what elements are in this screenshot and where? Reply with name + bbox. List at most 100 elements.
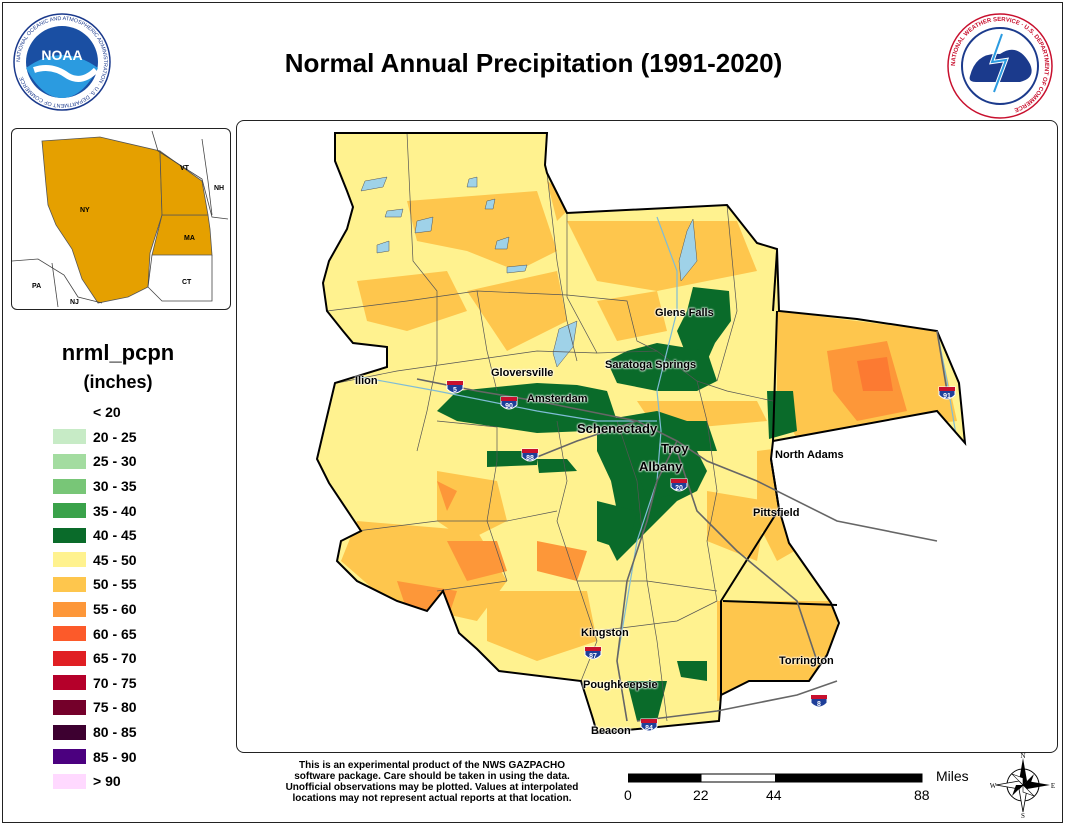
legend-label: 30 - 35 (93, 478, 137, 495)
legend-label: 55 - 60 (93, 601, 137, 618)
inset-label-pa: PA (32, 283, 42, 290)
legend-label: 50 - 55 (93, 576, 137, 593)
legend-title: nrml_pcpn (61, 340, 175, 365)
scale-tick-0: 0 (624, 787, 632, 803)
legend-item: 45 - 50 (53, 548, 137, 573)
shield-label: 90 (505, 403, 513, 410)
legend-swatch (53, 552, 86, 568)
disclaimer: This is an experimental product of the N… (262, 760, 602, 804)
disclaimer-line-4: locations may not represent actual repor… (292, 793, 572, 804)
legend-item: 85 - 90 (53, 744, 137, 769)
legend-item: 35 - 40 (53, 498, 137, 523)
city-label-albany: Albany (639, 459, 683, 474)
shield-label: 8 (817, 701, 821, 708)
legend-swatch (53, 699, 86, 715)
legend-item: 70 - 75 (53, 671, 137, 696)
city-label-pittsfield: Pittsfield (753, 507, 800, 519)
legend-item: 80 - 85 (53, 720, 137, 745)
city-label-north-adams: North Adams (775, 449, 844, 461)
city-label-ilion: Ilion (355, 375, 378, 387)
interstate-roads (416, 330, 948, 722)
interstate-shield-91: 91 (938, 386, 956, 400)
interstate-shield-88: 88 (521, 448, 539, 462)
legend-swatch (53, 453, 86, 469)
city-label-gloversville: Gloversville (491, 367, 554, 379)
legend-swatch (53, 429, 86, 445)
city-label-troy: Troy (661, 441, 689, 456)
shield-label: 5 (453, 387, 457, 394)
shield-label: 84 (645, 725, 653, 732)
shield-label: 91 (943, 393, 951, 400)
inset-label-ma: MA (184, 235, 195, 242)
city-label-torrington: Torrington (779, 655, 834, 667)
interstate-shield-90: 90 (500, 396, 518, 410)
compass-e: E (1051, 782, 1055, 790)
inset-ma-shape (151, 214, 213, 256)
legend-item: 30 - 35 (53, 474, 137, 499)
legend-item: 50 - 55 (53, 572, 137, 597)
compass-n: N (1020, 752, 1025, 760)
compass-w: W (990, 782, 997, 790)
disclaimer-line-3: Unofficial observations may be plotted. … (285, 782, 579, 793)
city-label-glens-falls: Glens Falls (655, 307, 714, 319)
legend-label: 70 - 75 (93, 674, 137, 691)
map-title: Normal Annual Precipitation (1991-2020) (284, 48, 783, 78)
legend-label: > 90 (93, 773, 121, 790)
legend-item: 55 - 60 (53, 597, 137, 622)
city-label-saratoga-springs: Saratoga Springs (605, 359, 697, 371)
noaa-logo: NOAA NATIONAL OCEANIC AND ATMOSPHERIC AD… (12, 12, 112, 112)
legend-item: < 20 (53, 400, 137, 425)
legend-label: 35 - 40 (93, 502, 137, 519)
scale-tick-88: 88 (914, 787, 930, 803)
legend-item: > 90 (53, 769, 137, 794)
noaa-logo-text: NOAA (41, 47, 82, 63)
inset-label-ny: NY (80, 207, 90, 214)
interstate-shield-20: 20 (670, 478, 688, 492)
shield-label: 88 (526, 455, 534, 462)
legend-item: 25 - 30 (53, 449, 137, 474)
scale-tick-22: 22 (693, 787, 709, 803)
legend-label: 80 - 85 (93, 724, 137, 741)
legend-swatch (53, 404, 86, 420)
legend-item: 40 - 45 (53, 523, 137, 548)
interstate-shield-84: 84 (640, 718, 658, 732)
legend-swatch (53, 724, 86, 740)
legend-item: 60 - 65 (53, 621, 137, 646)
city-label-schenectady: Schenectady (577, 421, 658, 436)
disclaimer-line-2: software package. Care should be taken i… (294, 771, 570, 782)
compass-rose-icon: N S W E (990, 752, 1056, 823)
legend-units: (inches) (83, 372, 153, 392)
inset-label-nh: NH (214, 185, 225, 192)
nws-logo: NATIONAL WEATHER SERVICE · U.S. DEPARTME… (946, 12, 1054, 120)
legend-swatch (53, 478, 86, 494)
legend-label: 45 - 50 (93, 551, 137, 568)
legend-swatch (53, 650, 86, 666)
legend-swatch (53, 576, 86, 592)
legend-swatch (53, 773, 86, 789)
legend-label: 20 - 25 (93, 428, 137, 445)
city-label-poughkeepsie: Poughkeepsie (583, 679, 658, 691)
inset-label-ct: CT (182, 279, 192, 286)
shield-label: 87 (589, 653, 597, 660)
legend-swatch (53, 749, 86, 765)
inset-label-vt: VT (180, 165, 189, 172)
legend-label: 25 - 30 (93, 453, 137, 470)
inset-locator-map: NY VT NH MA CT PA NJ (11, 128, 231, 310)
county-lines (326, 133, 774, 722)
city-label-beacon: Beacon (591, 725, 631, 737)
legend-swatch (53, 626, 86, 642)
shield-label: 20 (675, 485, 683, 492)
scale-unit-label: Miles (936, 768, 969, 784)
legend-label: 60 - 65 (93, 625, 137, 642)
city-label-amsterdam: Amsterdam (527, 393, 588, 405)
legend-item: 75 - 80 (53, 695, 137, 720)
inset-label-nj: NJ (70, 299, 79, 306)
legend: < 20 20 - 25 25 - 30 30 - 35 35 - 40 40 - 45 4… (53, 400, 137, 794)
inset-ny-shape (41, 136, 163, 304)
lakes (360, 176, 698, 368)
legend-label: 40 - 45 (93, 527, 137, 544)
interstate-shield-5: 5 (446, 380, 464, 394)
interstate-shield-87: 87 (584, 646, 602, 660)
legend-label: 85 - 90 (93, 748, 137, 765)
